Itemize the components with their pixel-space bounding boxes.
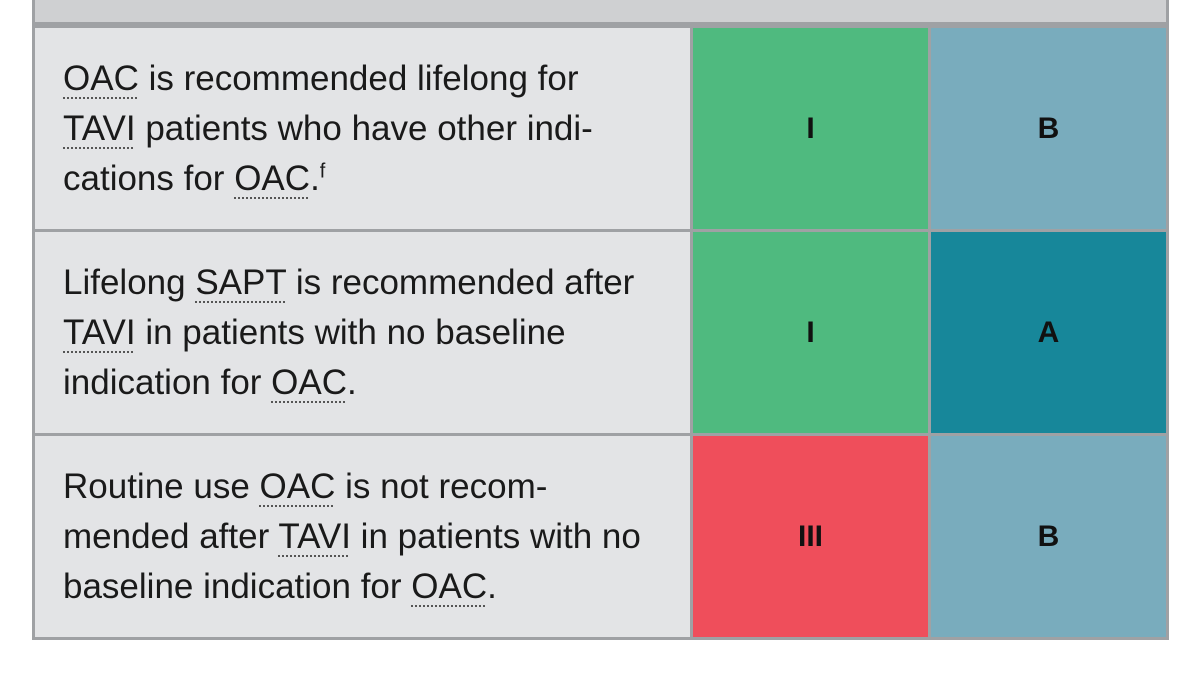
recommendations-grid: OAC is recommended lifelong for TAVI pat…	[32, 25, 1169, 640]
abbreviation-link[interactable]: OAC	[234, 158, 311, 198]
abbreviation-link[interactable]: TAVI	[63, 312, 136, 352]
abbreviation-link[interactable]: SAPT	[195, 262, 287, 302]
text-segment: is not recom-mended after	[63, 466, 548, 556]
abbreviation-link[interactable]: OAC	[259, 466, 336, 506]
text-segment: is recommended after	[286, 262, 635, 302]
text-segment: is recommended lifelong for	[138, 58, 579, 98]
abbreviation-link[interactable]: OAC	[63, 58, 139, 98]
class-of-recommendation: I	[690, 229, 931, 436]
recommendations-table: OAC is recommended lifelong for TAVI pat…	[32, 0, 1169, 640]
recommendation-text: Lifelong SAPT is recommended after TAVI …	[32, 229, 693, 436]
class-of-recommendation: III	[690, 433, 931, 640]
abbreviation-link[interactable]: TAVI	[63, 108, 136, 148]
abbreviation-link[interactable]: OAC	[411, 566, 488, 606]
recommendation-text: OAC is recommended lifelong for TAVI pat…	[32, 25, 693, 232]
text-segment: in patients with no baseline indication …	[63, 312, 566, 402]
abbreviation-link[interactable]: OAC	[271, 362, 348, 402]
text-segment: patients who have other indi-cations for	[63, 108, 593, 198]
level-of-evidence: B	[928, 433, 1169, 640]
abbreviation-link[interactable]: TAVI	[278, 516, 351, 556]
level-of-evidence: B	[928, 25, 1169, 232]
class-of-recommendation: I	[690, 25, 931, 232]
text-segment: Lifelong	[63, 262, 196, 302]
text-segment: .	[487, 566, 497, 606]
text-segment: Routine use	[63, 466, 260, 506]
table-row: Routine use OAC is not recom-mended afte…	[32, 433, 1169, 640]
footnote-marker: f	[319, 159, 326, 182]
table-row: OAC is recommended lifelong for TAVI pat…	[32, 25, 1169, 232]
text-segment: in patients with no baseline indication …	[63, 516, 641, 606]
page-bottom-margin	[32, 657, 1169, 681]
text-segment: .	[347, 362, 357, 402]
text-segment: .	[310, 158, 320, 198]
table-header-strip	[32, 0, 1169, 25]
table-row: Lifelong SAPT is recommended after TAVI …	[32, 229, 1169, 436]
recommendation-text: Routine use OAC is not recom-mended afte…	[32, 433, 693, 640]
level-of-evidence: A	[928, 229, 1169, 436]
